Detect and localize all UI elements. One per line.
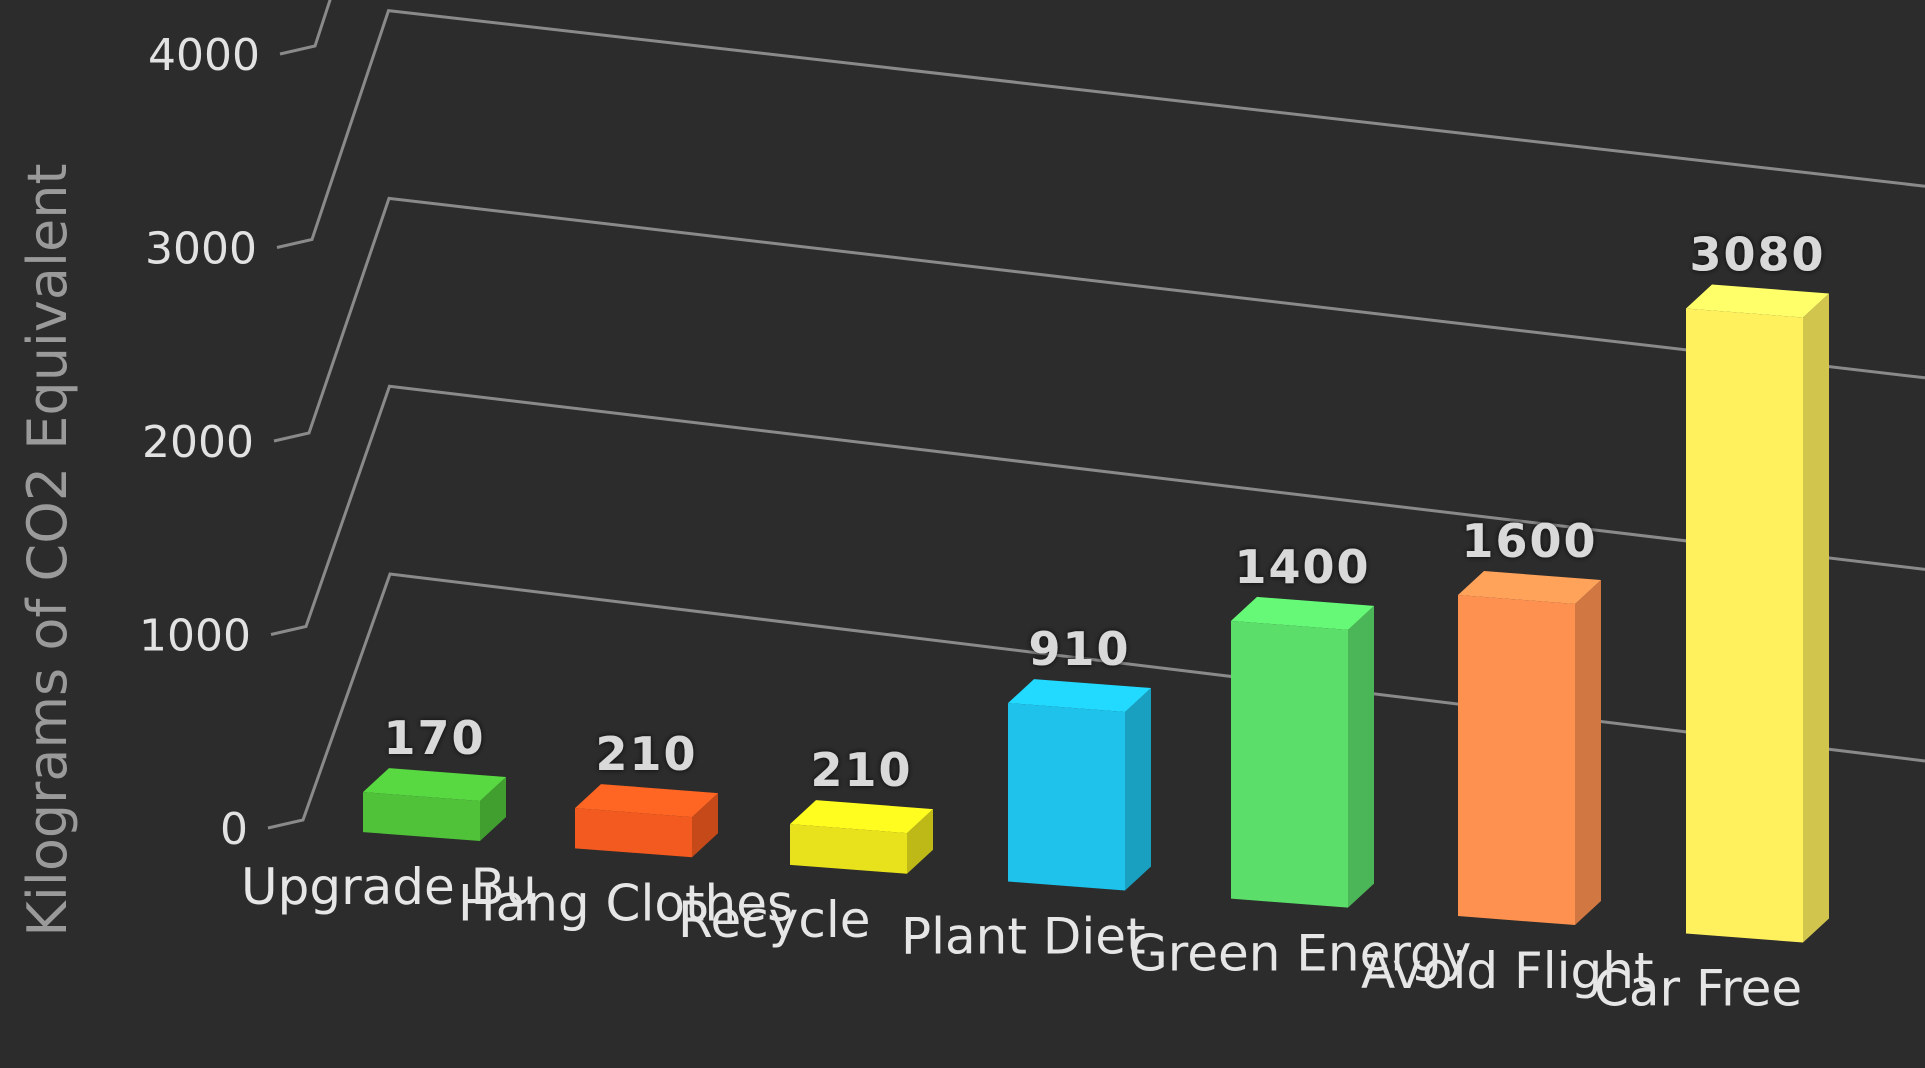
- bar-6: [1458, 570, 1601, 926]
- bar-top: [1008, 679, 1151, 713]
- bars: [363, 284, 1829, 943]
- bar-side: [1803, 293, 1829, 943]
- bar-front: [575, 808, 692, 858]
- y-axis-title: Kilograms of CO2 Equivalent: [16, 163, 79, 936]
- y-tick-label: 3000: [145, 224, 257, 275]
- category-label: Plant Diet: [901, 908, 1146, 966]
- category-label: Avoid Flight: [1361, 942, 1654, 1000]
- category-label: Green Energy: [1129, 925, 1471, 983]
- bar-side: [480, 777, 506, 842]
- bar-top: [790, 800, 933, 834]
- value-label: 210: [595, 727, 697, 781]
- y-tick-label: 1000: [139, 611, 251, 662]
- bar-7: [1686, 284, 1829, 943]
- value-label: 910: [1028, 622, 1130, 676]
- gridline-3000: [276, 8, 1925, 249]
- y-tick-label: 4000: [148, 30, 260, 81]
- bar-front: [790, 824, 907, 874]
- bar-front: [363, 792, 480, 842]
- bar-top: [575, 784, 718, 818]
- y-tick-label: 2000: [142, 417, 254, 468]
- value-label: 210: [810, 743, 912, 797]
- y-tick-label: 0: [220, 804, 248, 855]
- bar-side: [1348, 605, 1374, 908]
- value-label: 1400: [1234, 540, 1370, 594]
- bar-1: [363, 768, 506, 842]
- bar-top: [363, 768, 506, 802]
- value-labels: 170 210 210 910 1400 1600 3080: [383, 228, 1825, 798]
- category-label: Car Free: [1594, 960, 1802, 1018]
- value-label: 170: [383, 711, 485, 765]
- gridline-1000: [270, 384, 1925, 636]
- gridline-0: [267, 572, 1925, 830]
- bar-top: [1686, 284, 1829, 318]
- bar-front: [1686, 308, 1803, 943]
- value-label: 3080: [1689, 228, 1825, 282]
- category-label: Recycle: [678, 891, 870, 949]
- bar-front: [1458, 594, 1575, 926]
- gridline-4000: [279, 0, 332, 56]
- bar-side: [1575, 579, 1601, 926]
- category-label: Hang Clothes: [458, 874, 793, 932]
- bar-3: [790, 800, 933, 874]
- bar-4: [1008, 679, 1151, 891]
- bar-side: [692, 793, 718, 858]
- bar-5: [1231, 596, 1374, 908]
- bar-side: [907, 809, 933, 874]
- bar-side: [1125, 688, 1151, 891]
- bar-top: [1458, 570, 1601, 604]
- bar-front: [1231, 620, 1348, 908]
- y-axis-ticks: 0 1000 2000 3000 4000: [139, 30, 260, 855]
- gridline-2000: [273, 196, 1925, 443]
- bar-front: [1008, 703, 1125, 891]
- gridlines: [267, 0, 1925, 830]
- category-label: Upgrade Bu: [241, 858, 537, 916]
- bar-2: [575, 784, 718, 858]
- value-label: 1600: [1461, 514, 1597, 568]
- bar-top: [1231, 596, 1374, 630]
